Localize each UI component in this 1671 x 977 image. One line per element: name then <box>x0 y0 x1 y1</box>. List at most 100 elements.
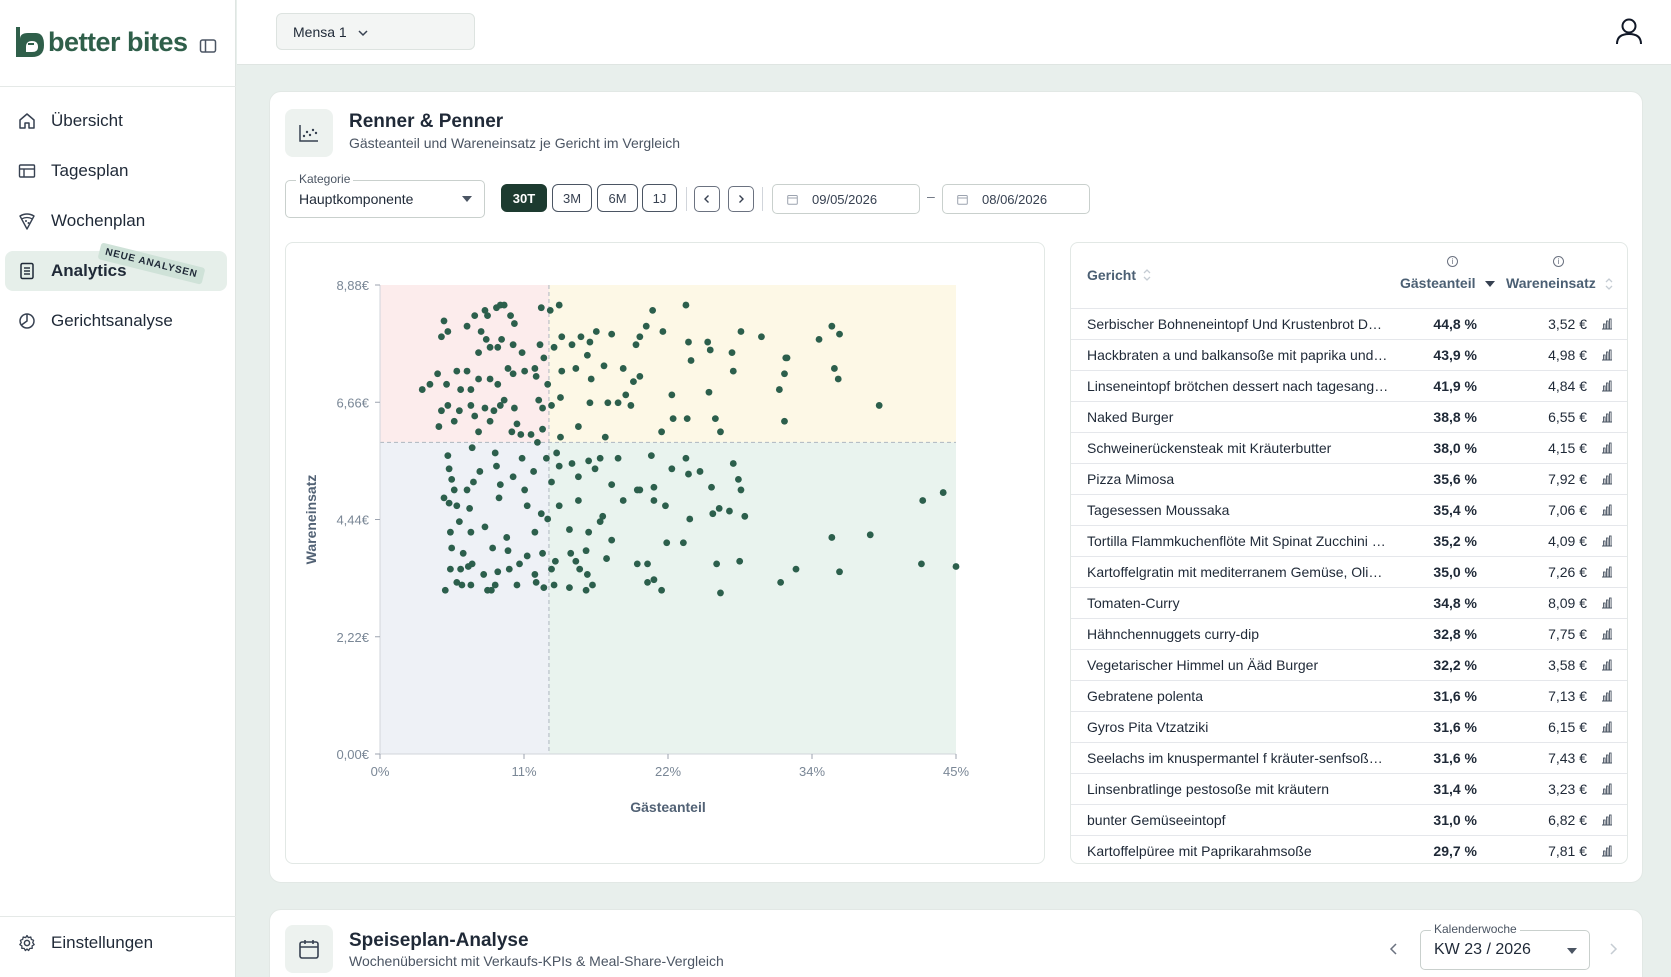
scatter-point[interactable] <box>471 412 479 420</box>
scatter-point[interactable] <box>555 301 563 309</box>
table-row[interactable]: Pizza Mimosa 35,6 % 7,92 € <box>1071 464 1627 495</box>
table-row[interactable]: Schweinerückensteak mit Kräuterbutter 38,… <box>1071 433 1627 464</box>
bar-chart-icon[interactable] <box>1601 441 1615 455</box>
bar-chart-icon[interactable] <box>1601 379 1615 393</box>
scatter-point[interactable] <box>504 547 512 555</box>
scatter-point[interactable] <box>585 528 593 536</box>
scatter-point[interactable] <box>630 378 637 386</box>
scatter-point[interactable] <box>540 354 548 362</box>
scatter-point[interactable] <box>447 565 454 573</box>
scatter-point[interactable] <box>511 404 518 412</box>
scatter-point[interactable] <box>583 571 591 578</box>
wareneinsatz-column-header[interactable]: Wareneinsatz <box>1506 275 1614 292</box>
scatter-point[interactable] <box>650 483 658 491</box>
scatter-point[interactable] <box>866 531 874 539</box>
scatter-point[interactable] <box>450 486 458 494</box>
scatter-point[interactable] <box>608 481 616 489</box>
scatter-point[interactable] <box>683 415 691 423</box>
range-1j-button[interactable]: 1J <box>642 184 677 212</box>
bar-chart-icon[interactable] <box>1601 472 1615 486</box>
scatter-point[interactable] <box>484 312 491 320</box>
bar-chart-icon[interactable] <box>1601 410 1615 424</box>
scatter-point[interactable] <box>438 407 445 415</box>
scatter-point[interactable] <box>650 576 658 584</box>
scatter-point[interactable] <box>919 497 927 504</box>
scatter-point[interactable] <box>836 330 843 338</box>
scatter-point[interactable] <box>619 365 627 372</box>
scatter-point[interactable] <box>603 555 610 562</box>
scatter-point[interactable] <box>530 468 537 475</box>
bar-chart-icon[interactable] <box>1601 503 1615 517</box>
scatter-point[interactable] <box>531 365 539 372</box>
scatter-point[interactable] <box>496 481 504 489</box>
scatter-point[interactable] <box>518 349 526 357</box>
scatter-point[interactable] <box>685 338 692 346</box>
scatter-point[interactable] <box>455 518 463 526</box>
table-row[interactable]: Serbischer Bohneneintopf Und Krustenbrot… <box>1071 309 1627 340</box>
scatter-point[interactable] <box>457 386 465 393</box>
bar-chart-icon[interactable] <box>1601 658 1615 672</box>
scatter-point[interactable] <box>548 402 555 409</box>
scatter-point[interactable] <box>426 380 434 388</box>
scatter-point[interactable] <box>636 372 644 380</box>
scatter-point[interactable] <box>649 306 657 314</box>
scatter-point[interactable] <box>455 407 463 415</box>
scatter-point[interactable] <box>503 534 511 541</box>
scatter-point[interactable] <box>679 539 687 547</box>
scatter-point[interactable] <box>828 534 836 541</box>
table-row[interactable]: Hähnchennuggets curry-dip 32,8 % 7,75 € <box>1071 619 1627 650</box>
scatter-point[interactable] <box>875 402 883 409</box>
scatter-point[interactable] <box>523 552 531 560</box>
scatter-point[interactable] <box>531 528 539 536</box>
scatter-point[interactable] <box>662 502 669 510</box>
scatter-point[interactable] <box>448 544 456 552</box>
scatter-point[interactable] <box>540 584 548 592</box>
scatter-point[interactable] <box>614 399 622 407</box>
table-row[interactable]: Gyros Pita Vtzatziki 31,6 % 6,15 € <box>1071 712 1627 743</box>
gaesteanteil-column-header[interactable]: Gästeanteil <box>1400 275 1496 291</box>
bar-chart-icon[interactable] <box>1601 813 1615 827</box>
date-from-input[interactable]: 09/05/2026 <box>772 184 920 214</box>
scatter-point[interactable] <box>600 362 608 370</box>
scatter-point[interactable] <box>458 581 466 589</box>
table-row[interactable]: Tomaten-Curry 34,8 % 8,09 € <box>1071 588 1627 619</box>
scatter-point[interactable] <box>521 486 529 494</box>
bar-chart-icon[interactable] <box>1601 751 1615 765</box>
scatter-point[interactable] <box>511 320 518 327</box>
scatter-point[interactable] <box>553 449 561 457</box>
scatter-point[interactable] <box>440 494 448 502</box>
scatter-point[interactable] <box>463 322 471 330</box>
range-6m-button[interactable]: 6M <box>597 184 638 212</box>
scatter-point[interactable] <box>572 557 580 565</box>
scatter-point[interactable] <box>622 391 630 399</box>
scatter-point[interactable] <box>544 515 552 523</box>
scatter-point[interactable] <box>539 404 546 412</box>
bar-chart-icon[interactable] <box>1601 782 1615 796</box>
scatter-point[interactable] <box>486 375 494 383</box>
table-row[interactable]: Linseneintopf brötchen dessert nach tage… <box>1071 371 1627 402</box>
scatter-point[interactable] <box>444 328 452 335</box>
scatter-point[interactable] <box>583 351 591 359</box>
scatter-point[interactable] <box>572 365 580 372</box>
scatter-point[interactable] <box>495 494 503 502</box>
scatter-point[interactable] <box>555 462 563 470</box>
scatter-point[interactable] <box>557 394 564 401</box>
date-to-input[interactable]: 08/06/2026 <box>942 184 1090 214</box>
scatter-point[interactable] <box>682 454 690 462</box>
bar-chart-icon[interactable] <box>1601 596 1615 610</box>
scatter-point[interactable] <box>834 375 842 383</box>
scatter-point[interactable] <box>737 328 745 335</box>
scatter-point[interactable] <box>601 433 609 441</box>
scatter-point[interactable] <box>558 367 566 375</box>
scatter-point[interactable] <box>713 560 721 568</box>
scatter-point[interactable] <box>614 454 622 462</box>
scatter-point[interactable] <box>475 349 482 357</box>
scatter-point[interactable] <box>463 486 471 494</box>
scatter-point[interactable] <box>599 512 607 520</box>
scatter-point[interactable] <box>668 391 676 399</box>
scatter-point[interactable] <box>696 468 704 475</box>
sidebar-item-gerichtsanalyse[interactable]: Gerichtsanalyse <box>5 301 227 341</box>
table-row[interactable]: Kartoffelgratin mit mediterranem Gemüse,… <box>1071 557 1627 588</box>
scatter-point[interactable] <box>463 367 471 375</box>
scatter-point[interactable] <box>480 571 488 578</box>
